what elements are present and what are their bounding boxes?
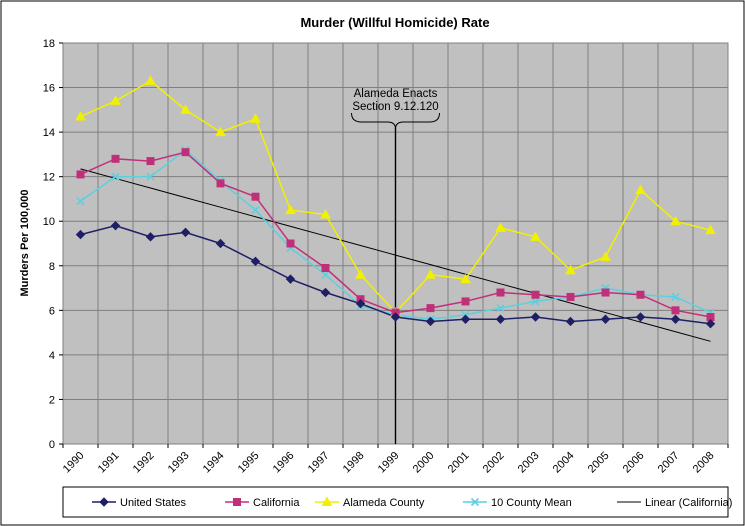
point-united-states (285, 274, 296, 284)
annotation-bracket (351, 112, 440, 130)
point-california (636, 290, 645, 299)
point-united-states (215, 238, 226, 249)
point-california (321, 264, 330, 273)
series-line-linear-california (80, 168, 711, 342)
legend-marker-california (233, 498, 241, 506)
point-alameda-county (565, 264, 576, 275)
point-united-states (705, 318, 716, 329)
point-alameda-county (250, 113, 261, 123)
point-alameda-county (75, 110, 86, 121)
point-10-county-mean (496, 304, 505, 313)
chart-title: Murder (Willful Homicide) Rate (300, 15, 489, 30)
annotation-text: Section 9.12.120 (352, 101, 438, 113)
point-alameda-county (320, 209, 331, 219)
point-alameda-county (705, 224, 716, 235)
point-10-county-mean (671, 292, 680, 302)
point-united-states (390, 312, 401, 322)
point-10-county-mean (111, 172, 120, 181)
legend-label-alameda-county: Alameda County (343, 497, 425, 509)
point-alameda-county (530, 231, 541, 241)
point-10-county-mean (251, 206, 260, 215)
point-california (671, 306, 680, 315)
y-tick-label: 2 (49, 394, 55, 406)
point-california (426, 304, 435, 313)
point-california (601, 288, 610, 297)
series-markers (75, 75, 716, 329)
point-alameda-county (460, 273, 471, 284)
point-united-states (600, 314, 611, 324)
point-california (251, 192, 260, 201)
point-10-county-mean (76, 197, 85, 206)
point-alameda-county (110, 95, 121, 105)
point-california (496, 288, 505, 297)
point-10-county-mean (146, 172, 155, 181)
y-tick-label: 0 (49, 439, 55, 451)
point-united-states (75, 229, 86, 240)
point-california (76, 170, 85, 179)
point-united-states (145, 232, 156, 242)
point-california (111, 154, 120, 163)
point-alameda-county (495, 222, 506, 232)
point-alameda-county (355, 269, 366, 279)
point-alameda-county (635, 184, 646, 195)
y-axis-ticks: 0 2 4 6 8 10 12 14 16 18 (43, 38, 63, 451)
y-tick-label: 10 (43, 216, 55, 228)
legend-items: United States California Alameda County 10 … (92, 496, 732, 509)
legend-label-california: California (253, 497, 300, 509)
point-alameda-county (180, 104, 191, 114)
legend-label-10-county-mean: 10 County Mean (491, 497, 572, 509)
y-axis-label: Murders Per 100,000 (19, 189, 31, 296)
point-united-states (425, 316, 436, 327)
point-california (566, 292, 575, 301)
point-california (146, 157, 155, 166)
point-united-states (110, 220, 121, 231)
legend-marker-alameda-county (321, 496, 333, 506)
y-tick-label: 14 (43, 127, 55, 139)
point-united-states (635, 312, 646, 322)
legend-label-united-states: United States (120, 497, 187, 509)
point-california (531, 290, 540, 299)
point-10-county-mean (321, 270, 330, 279)
legend-marker-united-states (99, 497, 109, 507)
legend-marker-10-county-mean (470, 497, 480, 507)
point-alameda-county (425, 269, 436, 279)
point-california (216, 179, 225, 188)
y-tick-label: 16 (43, 83, 55, 95)
point-united-states (530, 312, 541, 322)
point-california (286, 239, 295, 248)
y-tick-label: 6 (49, 305, 55, 317)
point-alameda-county (670, 215, 681, 226)
point-alameda-county (285, 204, 296, 215)
y-tick-label: 8 (49, 261, 55, 273)
point-united-states (670, 314, 681, 324)
legend-label-linear-california: Linear (California) (645, 497, 732, 509)
point-united-states (565, 316, 576, 327)
y-tick-label: 12 (43, 172, 55, 184)
point-alameda-county (145, 75, 156, 85)
point-united-states (180, 227, 191, 238)
point-united-states (250, 256, 261, 267)
y-tick-label: 18 (43, 38, 55, 50)
y-tick-label: 4 (49, 350, 55, 362)
point-united-states (495, 314, 506, 324)
point-california (181, 148, 190, 157)
point-united-states (355, 298, 366, 309)
annotation-text: Alameda Enacts (354, 88, 438, 100)
point-10-county-mean (531, 297, 540, 306)
point-united-states (460, 314, 471, 324)
point-alameda-county (215, 126, 226, 137)
point-california (461, 297, 470, 306)
point-united-states (320, 287, 331, 298)
point-alameda-county (600, 251, 611, 261)
